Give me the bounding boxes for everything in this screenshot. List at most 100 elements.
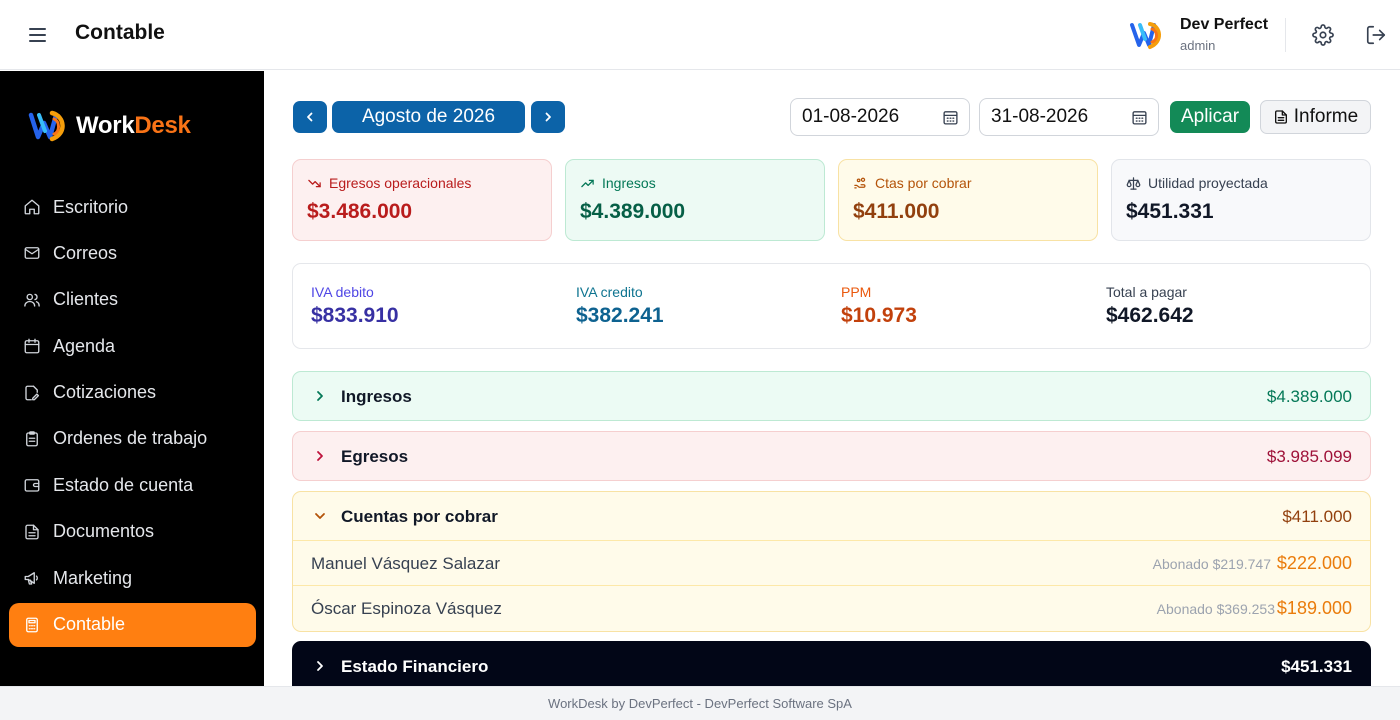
- apply-button[interactable]: Aplicar: [1170, 101, 1250, 133]
- calendar-icon[interactable]: [942, 109, 959, 126]
- sidebar-item-label: Escritorio: [53, 196, 129, 217]
- tax-label: Total a pagar: [1106, 284, 1187, 300]
- section-cuentas-por-cobrar: Cuentas por cobrar $411.000 Manuel Vásqu…: [292, 491, 1371, 632]
- sidebar: WorkDesk Escritorio Correos Clientes Age…: [0, 71, 264, 686]
- document-icon: [1274, 110, 1287, 124]
- date-to-value: 31-08-2026: [991, 106, 1089, 127]
- paid-amount: Abonado $369.253: [1156, 601, 1275, 617]
- sidebar-item-label: Estado de cuenta: [53, 474, 194, 495]
- tax-value: $833.910: [311, 304, 399, 327]
- section-egresos-header[interactable]: Egresos $3.985.099: [293, 432, 1370, 480]
- tax-iva-credito: IVA credito $382.241: [576, 284, 664, 328]
- calendar-icon[interactable]: [1131, 109, 1148, 126]
- tax-value: $10.973: [841, 304, 917, 327]
- calendar-icon: [24, 338, 40, 354]
- tax-label: PPM: [841, 284, 872, 300]
- pending-amount: $189.000: [1276, 598, 1352, 618]
- footer-text: WorkDesk by DevPerfect - DevPerfect Soft…: [548, 696, 852, 711]
- sidebar-item-estado-de-cuenta[interactable]: Estado de cuenta: [9, 463, 256, 507]
- user-name: Dev Perfect: [1180, 16, 1269, 33]
- report-label: Informe: [1293, 106, 1359, 127]
- next-month-button[interactable]: [531, 101, 565, 133]
- card-utilidad-proyectada: Utilidad proyectada $451.331: [1111, 159, 1371, 241]
- divider: [1285, 18, 1286, 52]
- card-label: Ctas por cobrar: [875, 175, 972, 191]
- tax-iva-debito: IVA debito $833.910: [311, 284, 399, 328]
- client-name: Manuel Vásquez Salazar: [311, 554, 501, 573]
- tax-total-a-pagar: Total a pagar $462.642: [1106, 284, 1194, 328]
- date-from-value: 01-08-2026: [802, 106, 900, 127]
- brand-logo[interactable]: WorkDesk: [28, 107, 191, 145]
- page-title: Contable: [75, 21, 165, 44]
- brand-name: WorkDesk: [76, 112, 191, 139]
- sidebar-item-label: Correos: [53, 242, 118, 263]
- user-role: admin: [1180, 38, 1216, 53]
- edit-document-icon: [25, 385, 40, 400]
- sidebar-item-label: Agenda: [53, 335, 116, 356]
- section-cuentas-por-cobrar-header[interactable]: Cuentas por cobrar $411.000: [293, 492, 1370, 540]
- sidebar-item-label: Marketing: [53, 567, 133, 588]
- trending-down-icon: [308, 179, 321, 187]
- chevron-right-icon: [317, 451, 323, 461]
- sidebar-item-label: Clientes: [53, 289, 119, 310]
- logout-icon[interactable]: [1365, 24, 1387, 46]
- document-icon: [25, 524, 39, 540]
- tax-value: $462.642: [1106, 304, 1194, 327]
- sidebar-item-agenda[interactable]: Agenda: [9, 324, 256, 368]
- date-to-field[interactable]: 31-08-2026: [979, 98, 1159, 136]
- scale-icon: [1126, 176, 1141, 190]
- card-egresos-operacionales: Egresos operacionales $3.486.000: [292, 159, 552, 241]
- section-ingresos-header[interactable]: Ingresos $4.389.000: [293, 372, 1370, 420]
- user-avatar-logo-icon[interactable]: [1128, 16, 1166, 54]
- users-icon: [24, 293, 40, 307]
- footer: WorkDesk by DevPerfect - DevPerfect Soft…: [0, 686, 1400, 720]
- sidebar-item-correos[interactable]: Correos: [9, 231, 256, 275]
- sidebar-item-ordenes-de-trabajo[interactable]: Ordenes de trabajo: [9, 417, 256, 461]
- month-selector[interactable]: Agosto de 2026: [332, 101, 525, 133]
- sidebar-item-label: Ordenes de trabajo: [53, 428, 208, 449]
- sidebar-item-cotizaciones[interactable]: Cotizaciones: [9, 371, 256, 415]
- chevron-left-icon: [307, 112, 313, 122]
- sidebar-item-marketing[interactable]: Marketing: [9, 556, 256, 600]
- sidebar-nav: Escritorio Correos Clientes Agenda Cotiz…: [9, 185, 256, 649]
- sidebar-item-escritorio[interactable]: Escritorio: [9, 185, 256, 229]
- sidebar-item-label: Documentos: [53, 521, 155, 542]
- client-name: Óscar Espinoza Vásquez: [311, 599, 502, 618]
- list-item: Óscar Espinoza Vásquez Abonado $369.253 …: [293, 585, 1370, 630]
- sidebar-item-contable[interactable]: Contable: [9, 602, 256, 647]
- section-title: Ingresos: [341, 387, 412, 406]
- report-button[interactable]: Informe: [1260, 100, 1371, 134]
- section-title: Estado Financiero: [341, 657, 489, 676]
- card-value: $3.486.000: [307, 200, 413, 223]
- workdesk-logo-icon: [28, 110, 65, 142]
- sidebar-item-label: Contable: [53, 614, 126, 635]
- chevron-right-icon: [545, 112, 551, 122]
- section-egresos: Egresos $3.985.099: [292, 431, 1371, 481]
- sidebar-item-clientes[interactable]: Clientes: [9, 278, 256, 322]
- tax-value: $382.241: [576, 304, 664, 327]
- section-amount: $4.389.000: [1266, 387, 1352, 406]
- wallet-icon: [24, 479, 40, 493]
- megaphone-icon: [24, 572, 38, 585]
- home-icon: [24, 199, 40, 215]
- chevron-down-icon: [315, 513, 325, 519]
- date-from-field[interactable]: 01-08-2026: [790, 98, 970, 136]
- pending-amount: $222.000: [1276, 553, 1352, 573]
- card-ingresos: Ingresos $4.389.000: [565, 159, 825, 241]
- chevron-right-icon: [317, 661, 323, 671]
- section-amount: $3.985.099: [1266, 447, 1352, 466]
- list-item: Manuel Vásquez Salazar Abonado $219.747 …: [293, 540, 1370, 585]
- paid-amount: Abonado $219.747: [1152, 556, 1271, 572]
- card-label: Utilidad proyectada: [1148, 175, 1268, 191]
- hand-coins-icon: [854, 177, 866, 188]
- sidebar-item-documentos[interactable]: Documentos: [9, 510, 256, 554]
- section-estado-financiero-header[interactable]: Estado Financiero $451.331: [293, 642, 1370, 686]
- card-value: $4.389.000: [580, 200, 686, 223]
- menu-icon[interactable]: [26, 24, 50, 46]
- prev-month-button[interactable]: [293, 101, 327, 133]
- section-title: Cuentas por cobrar: [341, 507, 498, 526]
- tax-ppm: PPM $10.973: [841, 284, 917, 328]
- chevron-right-icon: [317, 391, 323, 401]
- main-content: Agosto de 2026 01-08-2026 31-08-2026 Apl…: [264, 71, 1400, 686]
- gear-icon[interactable]: [1312, 24, 1334, 46]
